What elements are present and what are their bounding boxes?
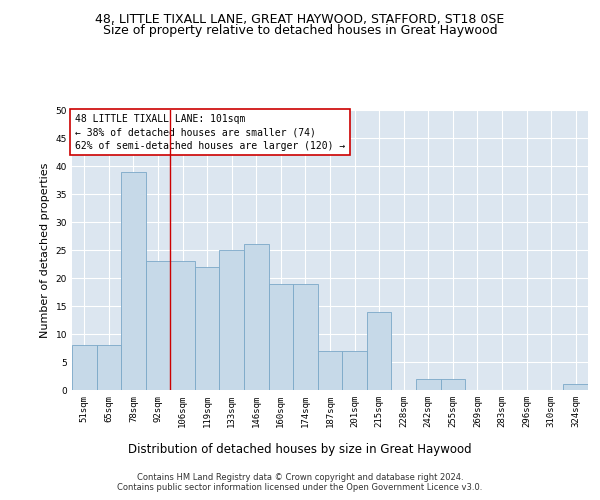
Y-axis label: Number of detached properties: Number of detached properties bbox=[40, 162, 50, 338]
Bar bbox=[342, 351, 367, 390]
Text: Contains HM Land Registry data © Crown copyright and database right 2024.
Contai: Contains HM Land Registry data © Crown c… bbox=[118, 472, 482, 492]
Bar bbox=[416, 379, 440, 390]
Bar bbox=[146, 261, 170, 390]
Bar bbox=[72, 345, 97, 390]
Bar bbox=[97, 345, 121, 390]
Bar bbox=[220, 250, 244, 390]
Text: 48 LITTLE TIXALL LANE: 101sqm
← 38% of detached houses are smaller (74)
62% of s: 48 LITTLE TIXALL LANE: 101sqm ← 38% of d… bbox=[74, 114, 345, 150]
Bar bbox=[318, 351, 342, 390]
Bar bbox=[170, 261, 195, 390]
Bar bbox=[269, 284, 293, 390]
Bar bbox=[195, 267, 220, 390]
Bar bbox=[440, 379, 465, 390]
Text: 48, LITTLE TIXALL LANE, GREAT HAYWOOD, STAFFORD, ST18 0SE: 48, LITTLE TIXALL LANE, GREAT HAYWOOD, S… bbox=[95, 12, 505, 26]
Bar bbox=[563, 384, 588, 390]
Bar bbox=[244, 244, 269, 390]
Bar bbox=[367, 312, 391, 390]
Bar bbox=[293, 284, 318, 390]
Bar bbox=[121, 172, 146, 390]
Text: Size of property relative to detached houses in Great Haywood: Size of property relative to detached ho… bbox=[103, 24, 497, 37]
Text: Distribution of detached houses by size in Great Haywood: Distribution of detached houses by size … bbox=[128, 442, 472, 456]
